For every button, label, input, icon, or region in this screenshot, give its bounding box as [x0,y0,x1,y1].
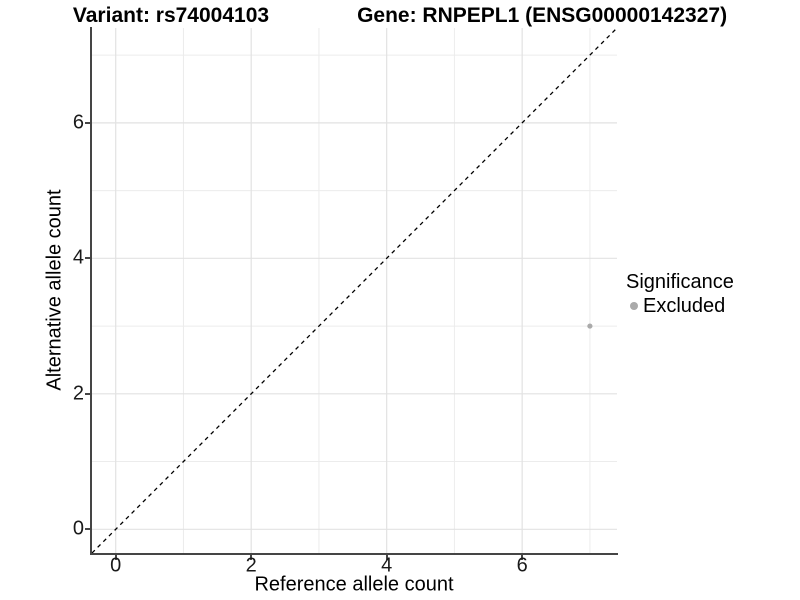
plot-panel [92,28,617,553]
plot-canvas [92,28,617,553]
x-tick-label: 2 [245,554,257,577]
plot-title: Variant: rs74004103 Gene: RNPEPL1 (ENSG0… [0,4,800,28]
legend: Significance Excluded [626,271,734,317]
legend-key-dot [630,302,638,310]
data-point [587,323,593,329]
y-tick-label: 6 [72,111,84,134]
x-tick-mark [114,555,117,560]
x-tick-mark [385,555,388,560]
y-axis-title: Alternative allele count [43,189,66,391]
legend-entry-label: Excluded [643,295,726,317]
x-axis-title: Reference allele count [254,573,454,596]
x-tick-label: 0 [110,554,122,577]
x-tick-mark [521,555,524,560]
x-tick-label: 6 [516,554,528,577]
variant-title: Variant: rs74004103 [72,4,270,27]
legend-entry-excluded: Excluded [630,295,734,317]
y-tick-label: 0 [72,517,84,540]
y-tick-label: 2 [72,382,84,405]
legend-title: Significance [626,271,734,293]
y-tick-mark [85,121,90,124]
x-axis-line [90,553,618,555]
y-tick-label: 4 [72,246,84,269]
x-tick-label: 4 [381,554,393,577]
x-tick-mark [250,555,253,560]
y-tick-mark [85,392,90,395]
y-tick-mark [85,257,90,260]
gene-title: Gene: RNPEPL1 (ENSG00000142327) [357,4,728,27]
y-tick-mark [85,528,90,531]
identity-line [92,28,617,553]
y-axis-line [90,27,92,555]
